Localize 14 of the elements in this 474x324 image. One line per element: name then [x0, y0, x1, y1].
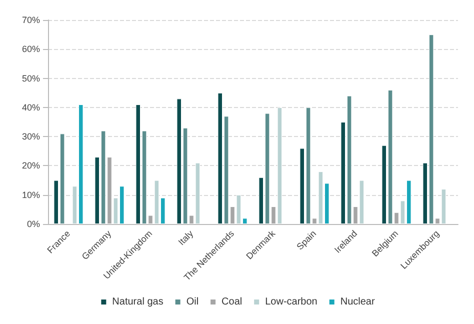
y-tick-label: 20% — [22, 160, 40, 171]
y-tick-label: 30% — [22, 132, 40, 142]
legend-label: Low-carbon — [265, 296, 318, 308]
y-tick-label: 50% — [22, 73, 40, 84]
y-tick-label: 40% — [22, 102, 40, 112]
legend-label: Nuclear — [340, 296, 376, 308]
x-tick-label: Italy — [176, 228, 196, 248]
legend-label: Natural gas — [112, 296, 164, 308]
y-tick-label: 0% — [26, 219, 40, 229]
y-tick-label: 60% — [22, 44, 40, 54]
legend-label: Oil — [186, 296, 199, 308]
y-tick-label: 70% — [22, 15, 40, 25]
legend-label: Coal — [222, 296, 242, 308]
y-tick-label: 10% — [22, 190, 40, 200]
